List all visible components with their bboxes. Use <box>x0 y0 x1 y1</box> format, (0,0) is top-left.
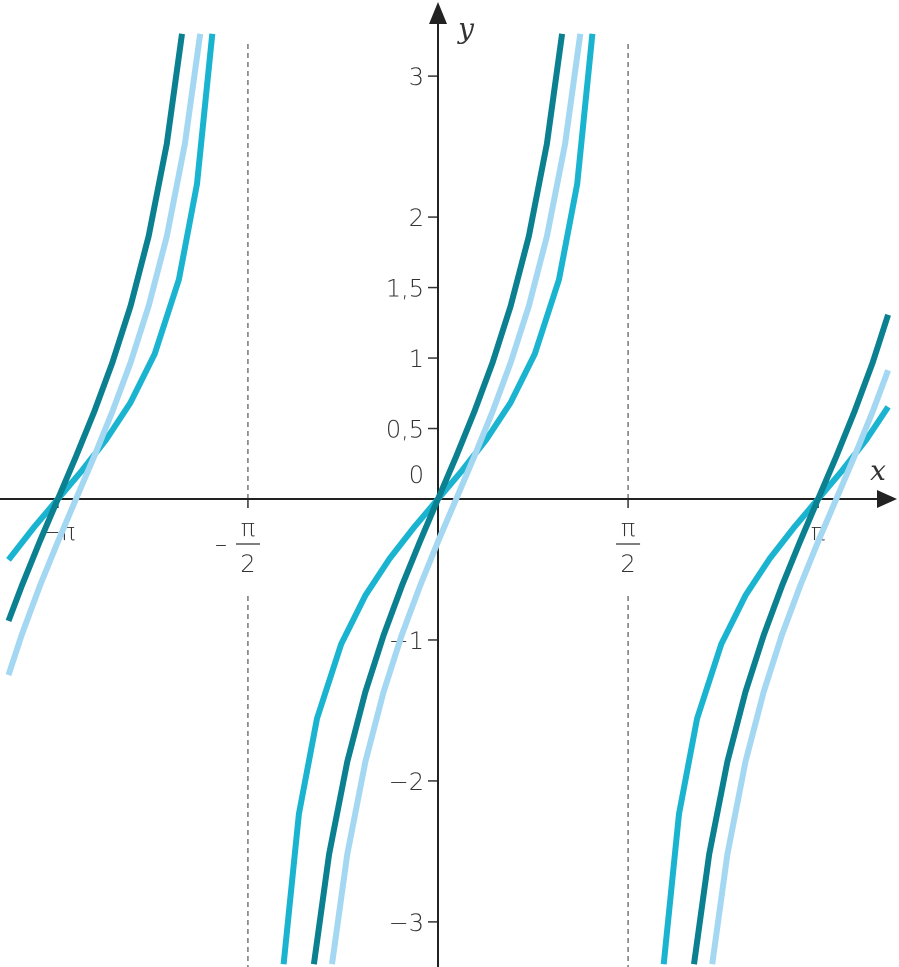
y-tick-label: 1 <box>409 345 424 373</box>
y-tick-label: 1,5 <box>386 275 424 303</box>
x-tick-numerator: π <box>241 514 255 542</box>
y-tick-label: −3 <box>389 909 424 937</box>
x-tick-denominator: 2 <box>240 550 255 578</box>
x-tick-sign: – <box>215 530 227 558</box>
y-tick-label: 0,5 <box>386 416 424 444</box>
y-tick-label: 0 <box>409 461 424 489</box>
x-tick-numerator: π <box>621 514 635 542</box>
x-tick-denominator: 2 <box>620 550 635 578</box>
y-axis-arrow <box>429 2 448 24</box>
y-axis-label: y <box>456 12 475 45</box>
curve <box>5 33 891 965</box>
x-axis-arrow <box>877 490 897 509</box>
y-tick-label: 3 <box>409 63 424 91</box>
curve <box>5 33 891 965</box>
y-tick-label: −2 <box>389 768 424 796</box>
x-axis-label: x <box>870 454 886 487</box>
y-tick-label: 2 <box>409 204 424 232</box>
